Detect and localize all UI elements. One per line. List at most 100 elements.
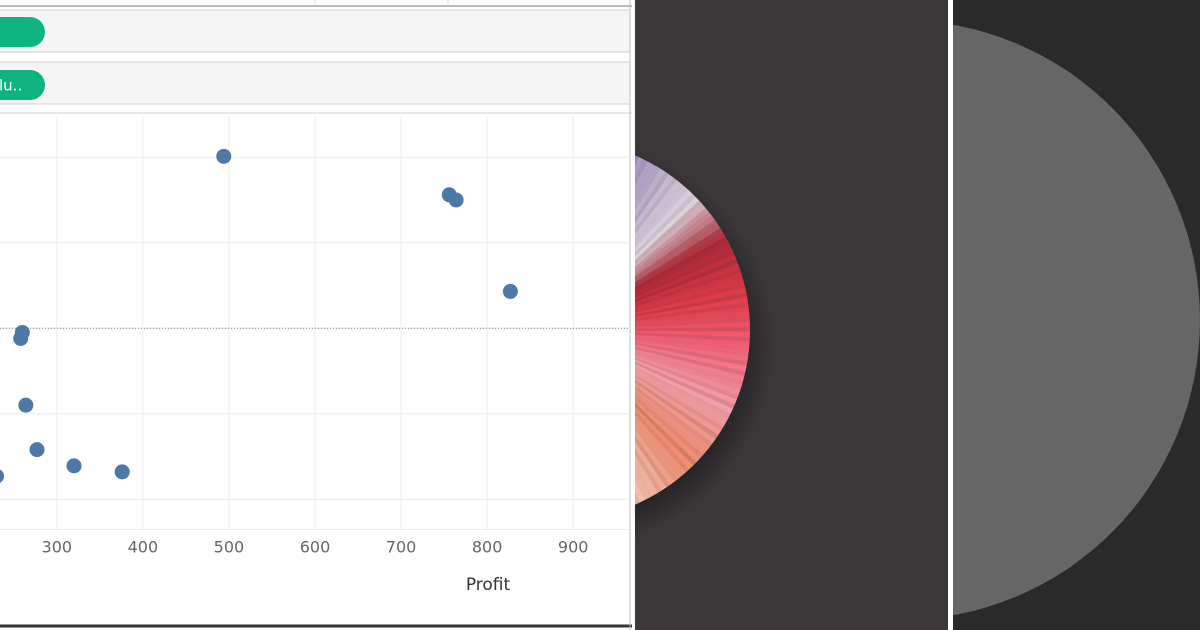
fan-leaf bbox=[635, 287, 747, 315]
fan-leaf bbox=[635, 352, 742, 391]
fan-leaf bbox=[635, 168, 666, 218]
fan-leaf bbox=[635, 232, 726, 288]
point bbox=[502, 283, 518, 299]
fan-leaf bbox=[635, 321, 750, 329]
fan-leaf bbox=[635, 292, 748, 317]
fan-leaf bbox=[635, 249, 735, 298]
fan-leaf bbox=[635, 163, 657, 204]
fan-leaf bbox=[635, 340, 749, 362]
fan-leaf bbox=[635, 424, 679, 482]
fan-leaf bbox=[635, 369, 729, 423]
fan-leaf bbox=[635, 193, 696, 257]
fan-leaf bbox=[635, 240, 731, 293]
fan-leaf bbox=[635, 245, 733, 296]
fan-leaf bbox=[635, 326, 750, 332]
point bbox=[18, 397, 34, 413]
fan-leaf bbox=[635, 406, 694, 470]
fan-leaf bbox=[635, 189, 693, 253]
fan-leaf bbox=[635, 361, 735, 410]
fan-leaf bbox=[635, 223, 721, 283]
fan-leaf bbox=[635, 316, 750, 327]
x-tick-label: 300 bbox=[42, 538, 73, 557]
circle-graphic bbox=[953, 24, 1200, 616]
x-axis-label: Profit bbox=[466, 575, 511, 595]
fan-leaf bbox=[635, 200, 703, 264]
fan-leaf bbox=[635, 277, 745, 311]
fan-leaf bbox=[635, 268, 742, 307]
fan-leaf bbox=[635, 441, 667, 491]
fan-leaf bbox=[635, 366, 731, 419]
fan-leaf bbox=[635, 215, 715, 277]
filter-pill[interactable] bbox=[0, 70, 45, 100]
point bbox=[114, 464, 130, 480]
fan-leaf bbox=[635, 174, 674, 230]
fan-leaf bbox=[635, 419, 683, 479]
fan-leaf bbox=[635, 462, 654, 498]
fan-leaf bbox=[635, 338, 749, 357]
fan-leaf bbox=[635, 186, 689, 249]
fan-leaf bbox=[635, 480, 645, 503]
fan-leaf bbox=[635, 429, 675, 485]
chart-panel bbox=[0, 0, 632, 630]
fan-leaf bbox=[635, 258, 739, 303]
fan-leaf bbox=[635, 364, 733, 414]
fan-leaf bbox=[635, 161, 653, 196]
fan-leaf bbox=[635, 330, 750, 337]
fan-leaf bbox=[635, 171, 670, 224]
fan-leaf bbox=[635, 350, 744, 386]
fan-leaf bbox=[635, 454, 658, 496]
fan-leaf bbox=[635, 282, 746, 313]
point bbox=[448, 192, 464, 208]
fan-leaf bbox=[635, 398, 701, 463]
x-tick-label: 500 bbox=[214, 538, 245, 557]
fan-leaf bbox=[635, 332, 750, 342]
x-tick-label: 600 bbox=[300, 538, 331, 557]
fan-leaf bbox=[635, 344, 747, 372]
fan-leaf bbox=[635, 355, 741, 396]
fan-leaf bbox=[635, 263, 740, 305]
fan-leaf bbox=[635, 227, 724, 286]
fan-leaf bbox=[635, 410, 690, 473]
fan-leaf bbox=[635, 357, 739, 400]
point bbox=[29, 442, 45, 458]
fan-leaf bbox=[635, 371, 727, 427]
fan-leaf bbox=[635, 402, 697, 466]
point bbox=[13, 330, 29, 346]
fan-leaf bbox=[635, 374, 724, 431]
fan-leaf bbox=[635, 311, 750, 325]
fan-leaf bbox=[635, 348, 745, 382]
fan-leaf bbox=[635, 502, 636, 505]
fan-leaf bbox=[635, 376, 722, 436]
point bbox=[0, 469, 5, 483]
fan-leaf bbox=[635, 272, 743, 309]
fan-leaf bbox=[635, 297, 748, 319]
fan-leaf bbox=[635, 196, 700, 261]
fan-leaf bbox=[635, 306, 750, 323]
fan-leaf bbox=[635, 346, 746, 377]
fan-leaf bbox=[635, 435, 671, 488]
fan-leaf bbox=[635, 385, 713, 448]
fan-leaf bbox=[635, 379, 719, 440]
fan-leaf bbox=[635, 388, 710, 452]
shelf bbox=[0, 61, 631, 105]
fan-leaf bbox=[635, 166, 661, 211]
fan-leaf bbox=[635, 180, 682, 240]
fan-leaf bbox=[635, 183, 685, 245]
fan-leaf bbox=[635, 414, 686, 476]
shelf bbox=[0, 9, 631, 53]
point bbox=[66, 458, 82, 474]
fan-leaf bbox=[635, 391, 707, 455]
fan-leaf bbox=[635, 219, 718, 280]
fan-leaf bbox=[635, 490, 641, 505]
x-tick-label: 800 bbox=[472, 538, 503, 557]
filter-pill[interactable] bbox=[0, 17, 45, 47]
x-tick-label: 900 bbox=[558, 538, 589, 557]
fan-leaf bbox=[635, 204, 706, 268]
fan-leaf bbox=[635, 395, 704, 459]
filter-pill-label: lu.. bbox=[0, 77, 22, 95]
fan-leaf bbox=[635, 207, 709, 271]
fan-leaf bbox=[635, 211, 712, 274]
fan-leaf bbox=[635, 301, 749, 321]
